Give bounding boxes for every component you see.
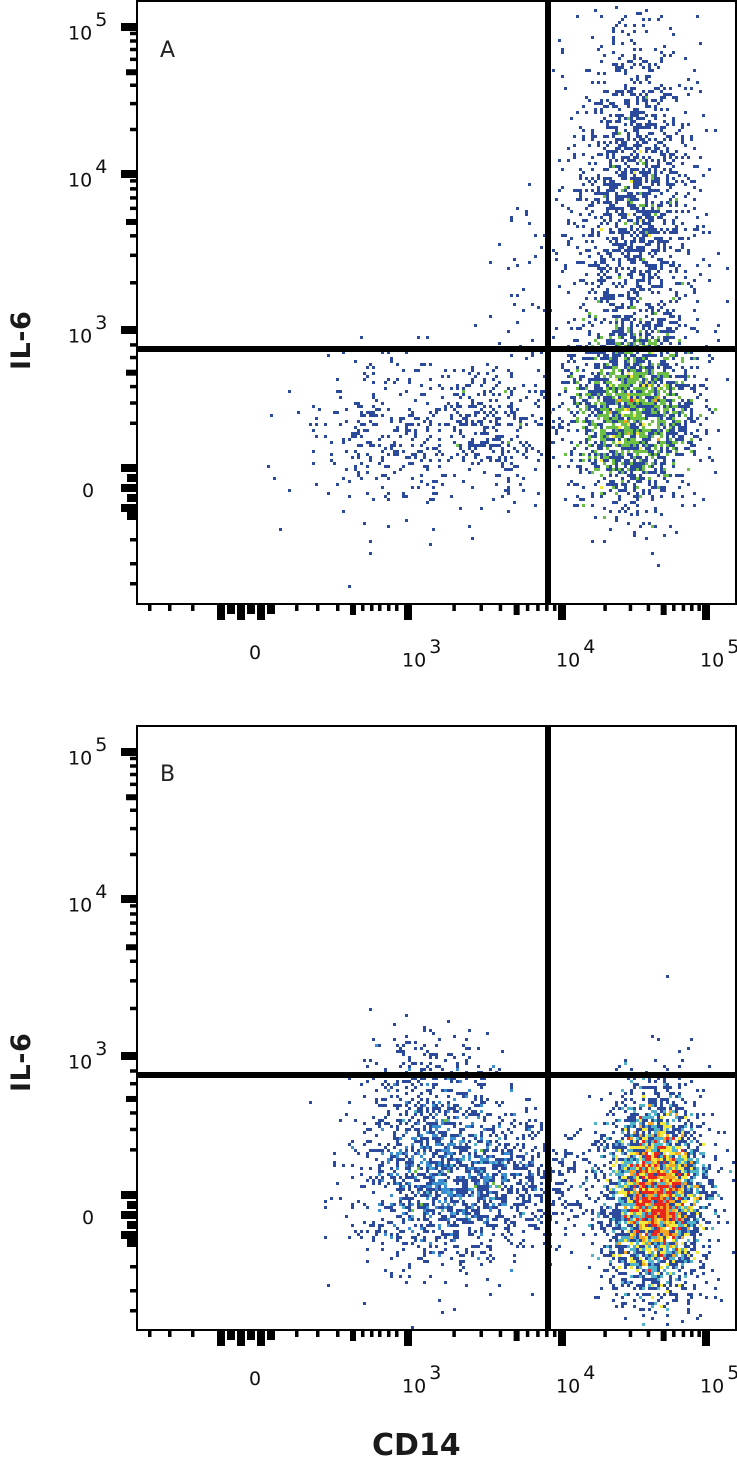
x-axis-title: CD14: [372, 1428, 461, 1463]
y-tick-label: 104: [68, 156, 108, 192]
y-tick-label: 105: [68, 734, 108, 770]
density-dots: [267, 6, 729, 588]
x-tick-label: 105: [700, 1362, 737, 1398]
x-tick-label: 104: [556, 636, 596, 672]
panel-label-b: B: [160, 762, 176, 787]
y-tick-label: 0: [82, 480, 95, 502]
x-tick-label: 0: [249, 1368, 262, 1390]
axis-ticks: [121, 23, 710, 620]
x-tick-label: 103: [402, 636, 442, 672]
x-tick-label: 104: [556, 1362, 596, 1398]
y-tick-label: 105: [68, 9, 108, 45]
x-tick-label: 0: [249, 642, 262, 664]
y-tick-label: 104: [68, 881, 108, 917]
y-tick-label: 103: [68, 312, 108, 348]
y-axis-title-b: IL-6: [6, 1032, 37, 1092]
y-tick-label: 103: [68, 1038, 108, 1074]
plot-frame: [136, 725, 737, 1331]
x-tick-label: 103: [402, 1362, 442, 1398]
density-dots: [309, 975, 735, 1329]
x-tick-label: 105: [700, 636, 737, 672]
y-tick-label: 0: [82, 1207, 95, 1229]
panel-label-a: A: [160, 38, 176, 63]
plot-frame: [136, 0, 737, 605]
axis-ticks: [121, 748, 710, 1346]
